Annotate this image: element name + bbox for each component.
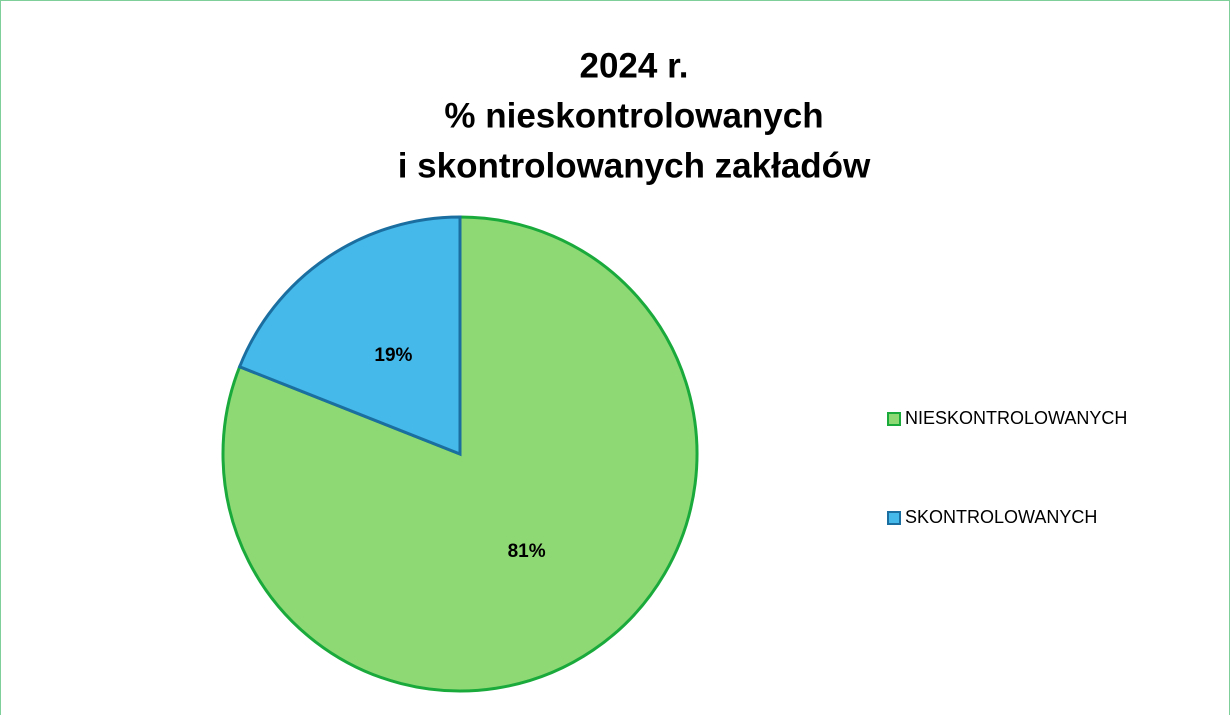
pie-slice (237, 215, 462, 457)
legend-swatch (887, 511, 901, 525)
chart-title: 2024 r. (580, 46, 689, 85)
chart-title: % nieskontrolowanych (444, 96, 823, 135)
pie-slice (221, 215, 699, 693)
legend-label: NIESKONTROLOWANYCH (905, 408, 1127, 428)
data-label: 81% (508, 541, 546, 562)
legend-label: SKONTROLOWANYCH (905, 507, 1097, 527)
legend-swatch (887, 412, 901, 426)
data-label: 19% (374, 345, 412, 366)
chart-title: i skontrolowanych zakładów (398, 146, 871, 185)
